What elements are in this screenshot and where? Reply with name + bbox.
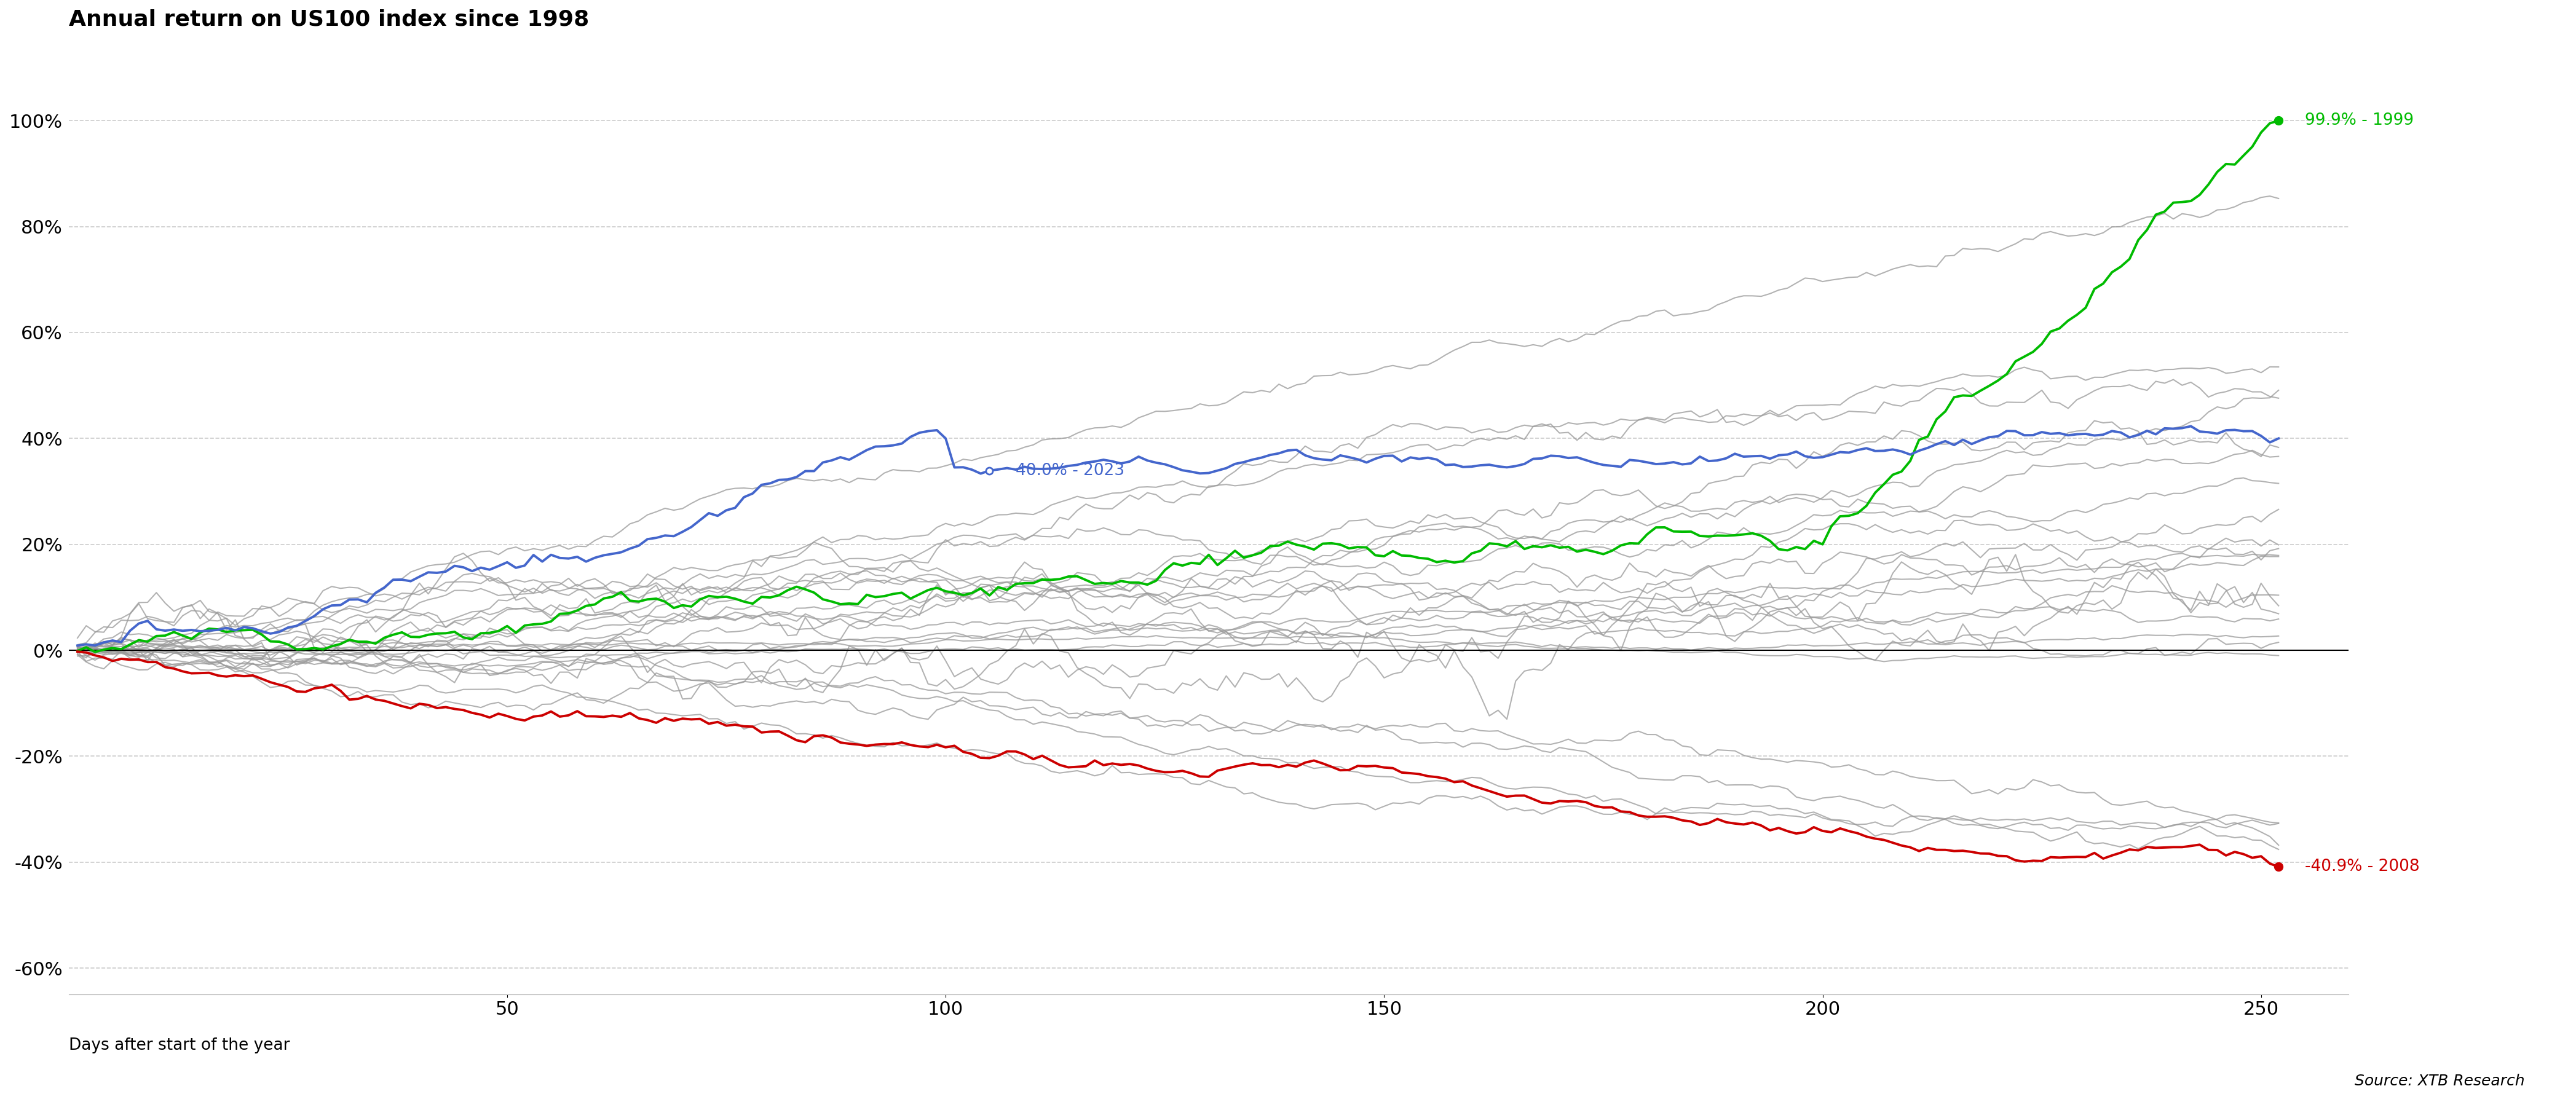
- Text: Annual return on US100 index since 1998: Annual return on US100 index since 1998: [70, 9, 590, 30]
- Text: 99.9% - 1999: 99.9% - 1999: [2306, 112, 2414, 129]
- Text: -40.9% - 2008: -40.9% - 2008: [2306, 858, 2419, 875]
- Text: xtb: xtb: [2491, 36, 2532, 57]
- Text: ✕: ✕: [2442, 34, 2463, 57]
- Text: Source: XTB Research: Source: XTB Research: [2354, 1073, 2524, 1089]
- Text: 40.0% - 2023: 40.0% - 2023: [1015, 463, 1126, 478]
- Text: Days after start of the year: Days after start of the year: [70, 1037, 289, 1054]
